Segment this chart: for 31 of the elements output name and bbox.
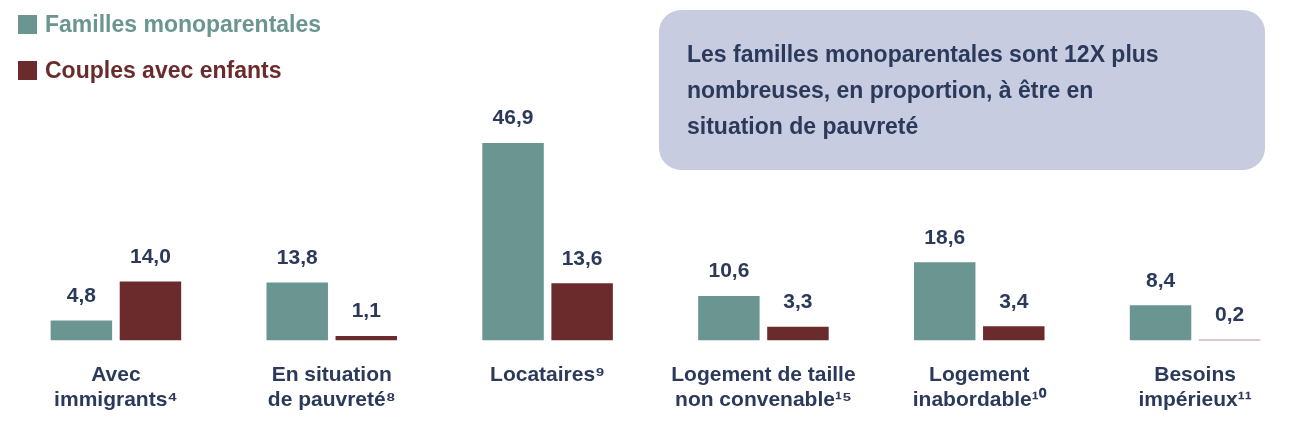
bar	[119, 281, 182, 341]
x-tick-label: Besoins impérieux¹¹	[1138, 362, 1252, 411]
data-label: 13,8	[276, 244, 318, 268]
legend-label: Familles monoparentales	[45, 10, 322, 38]
text-box: Les familles monoparentales sont 12X plus nombreuses, en proportion, à être en situation de pauvreté	[659, 10, 1265, 170]
bar	[266, 282, 328, 341]
bar	[983, 326, 1045, 341]
data-label: 3,4	[999, 288, 1029, 312]
data-label: 3,3	[783, 288, 813, 312]
x-tick-label: En situation de pauvreté⁸	[267, 362, 396, 411]
x-tick-label: Logement inabordable¹⁰	[912, 362, 1047, 411]
bar	[767, 326, 829, 341]
bar	[1129, 305, 1192, 341]
data-label: 8,4	[1145, 267, 1176, 291]
bar	[50, 320, 113, 341]
x-tick-label: Logement de taille non convenable¹⁵	[671, 362, 856, 411]
data-label: 46,9	[492, 105, 534, 129]
bar	[698, 295, 760, 341]
bar	[913, 262, 976, 341]
data-label: 10,6	[708, 258, 750, 282]
bar	[551, 283, 613, 341]
legend-label: Couples avec enfants	[45, 56, 282, 84]
data-label: 4,8	[66, 282, 97, 306]
data-label: 18,6	[924, 224, 966, 248]
bar	[482, 143, 544, 341]
data-label: 13,6	[561, 245, 603, 269]
x-tick-label: Locataires⁹	[490, 362, 606, 385]
data-label: 14,0	[130, 243, 171, 267]
x-tick-label: Avec immigrants⁴	[54, 362, 178, 411]
data-label: 1,1	[351, 298, 382, 322]
data-label: 0,2	[1215, 302, 1245, 326]
